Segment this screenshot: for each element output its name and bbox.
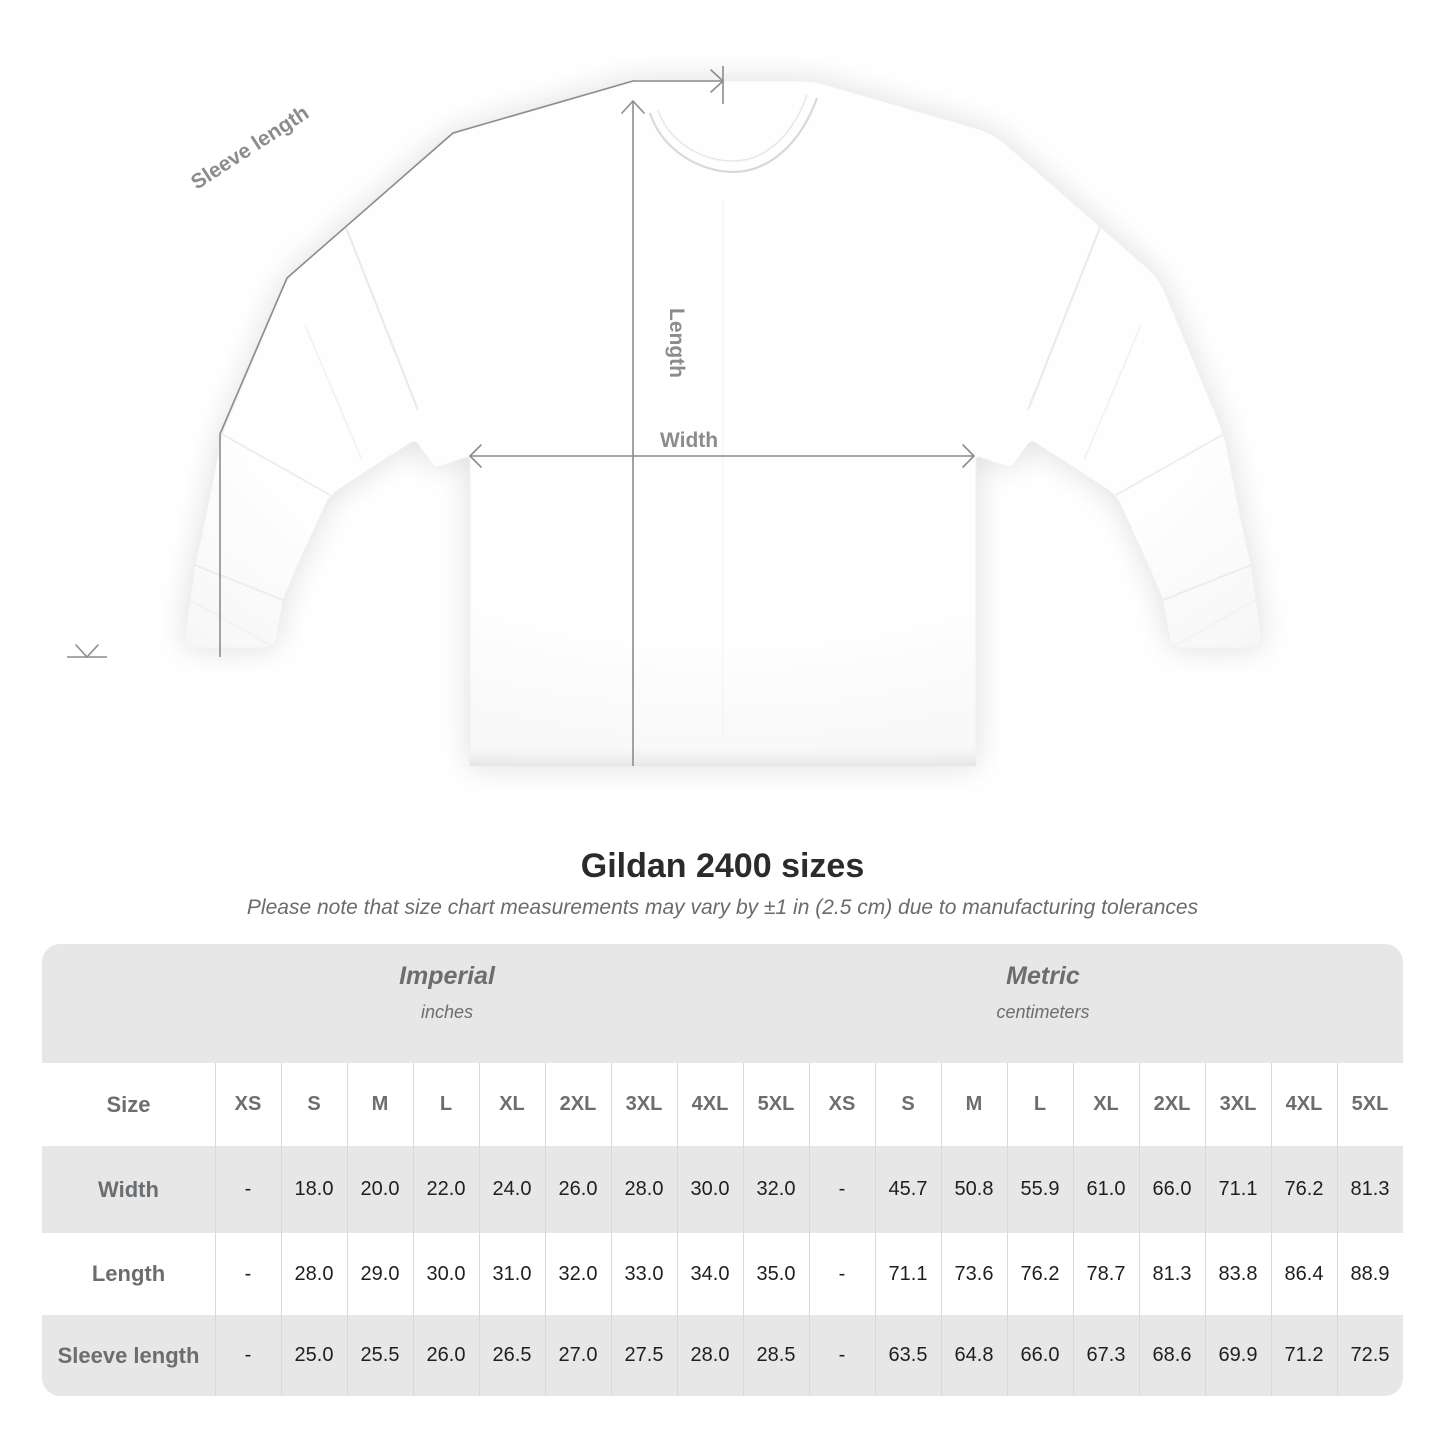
svg-text:Width: Width xyxy=(660,429,718,452)
